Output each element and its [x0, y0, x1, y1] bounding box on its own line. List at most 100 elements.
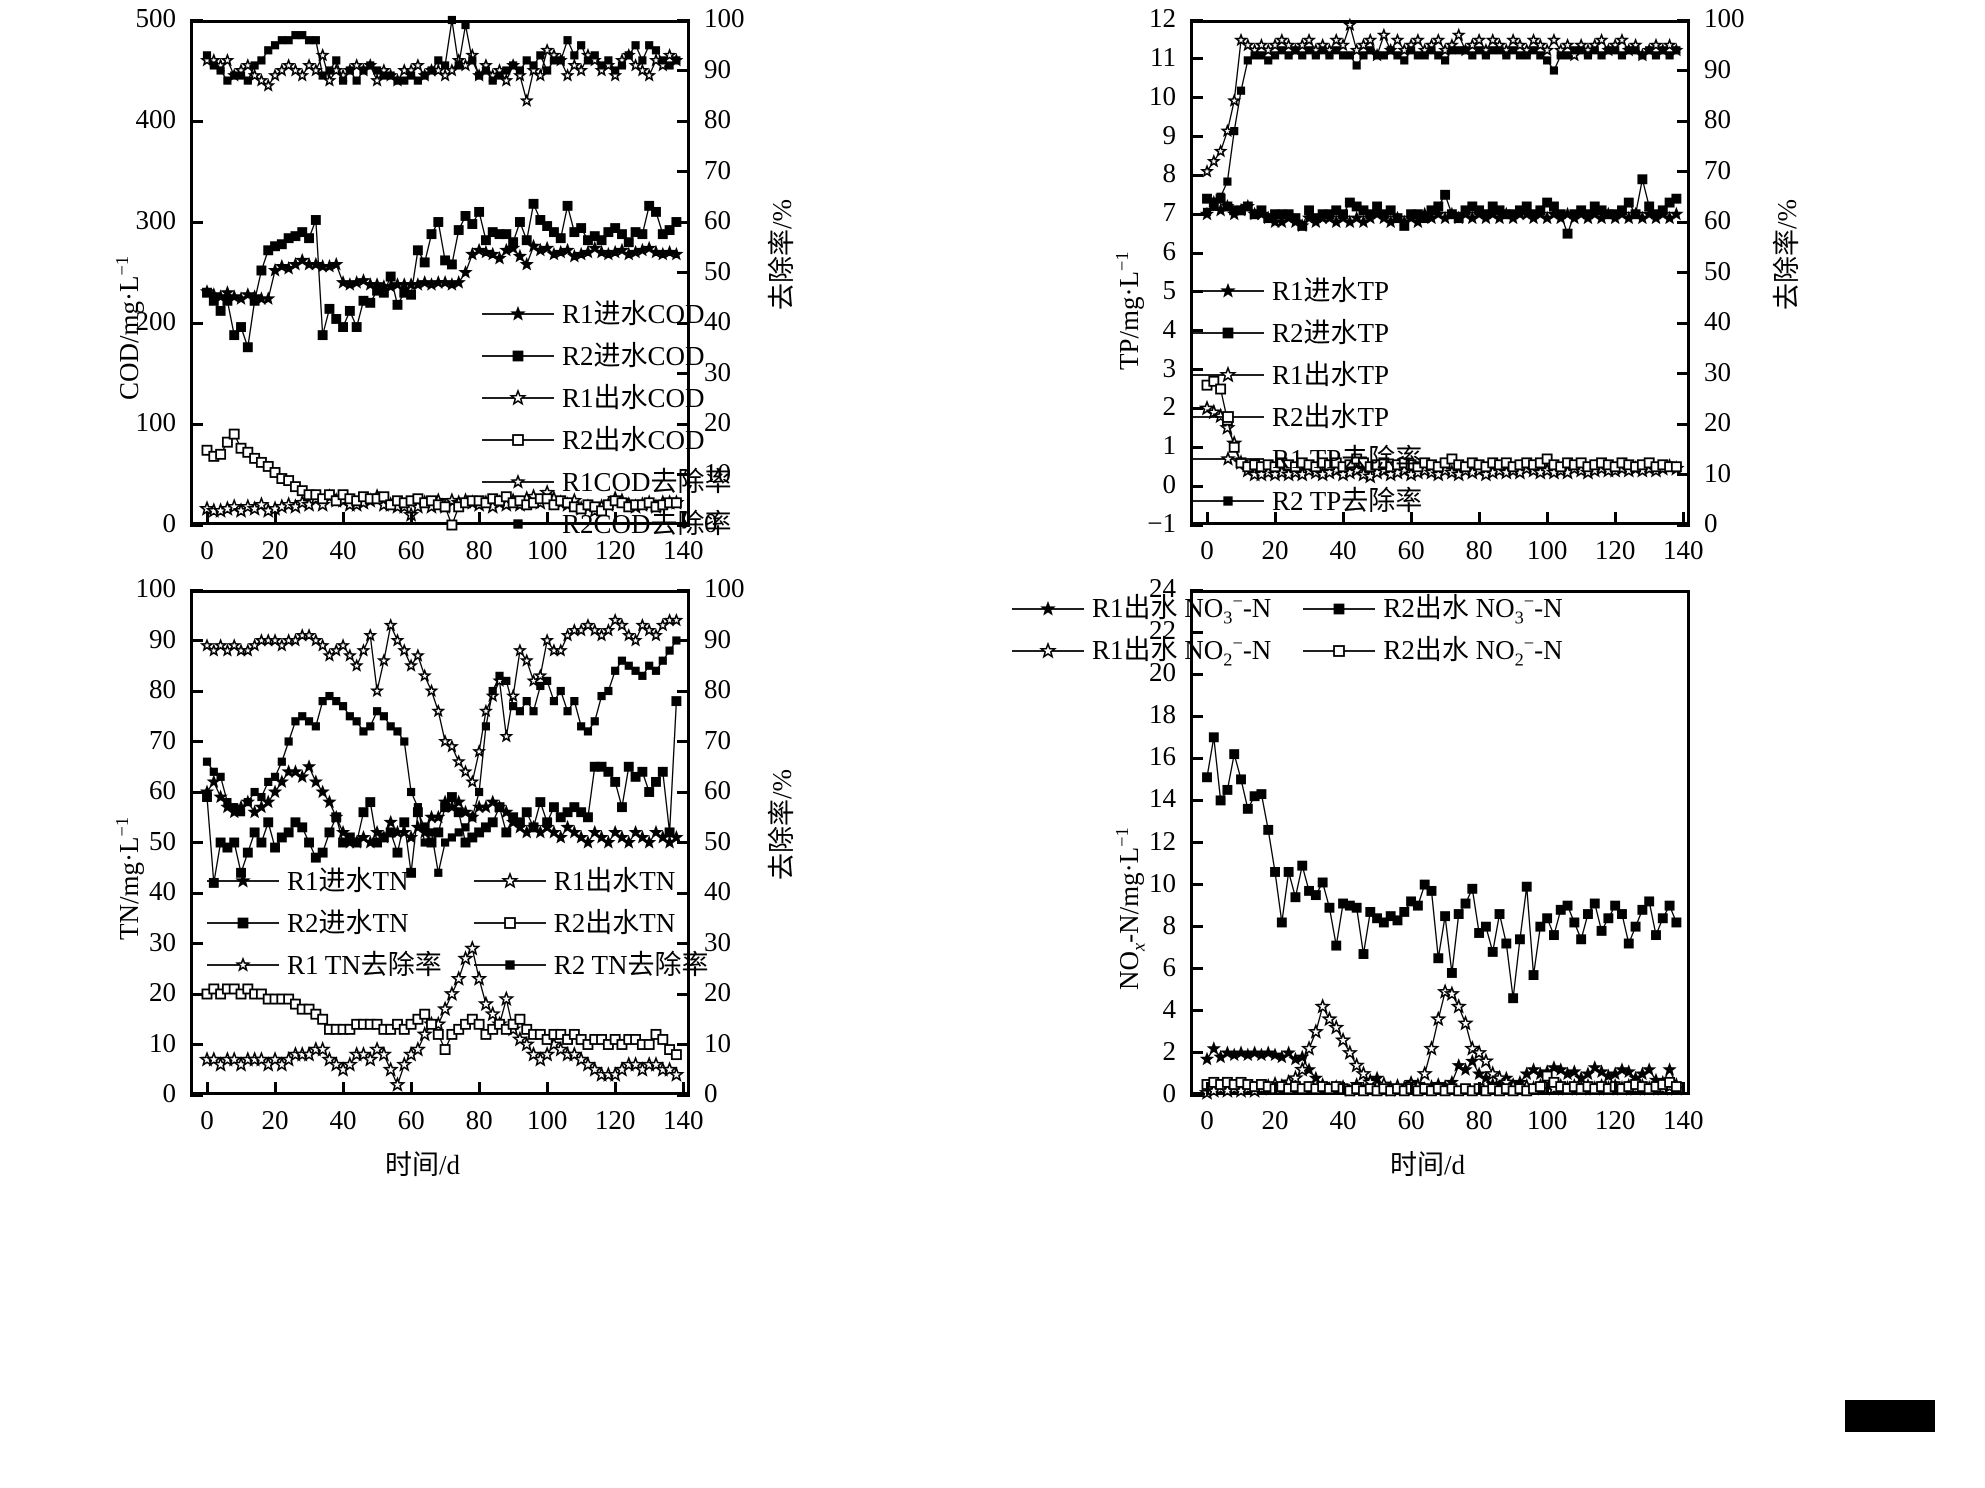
- legend-item[interactable]: R2COD去除率: [480, 503, 732, 545]
- y-tick: [1190, 18, 1203, 22]
- legend-item[interactable]: R2出水 NO2−-N: [1301, 630, 1563, 672]
- legend-item[interactable]: R1COD去除率: [480, 461, 732, 503]
- legend-marker-icon: [1010, 596, 1086, 622]
- legend-item[interactable]: R1进水COD: [480, 293, 732, 335]
- x-tick-label: 0: [200, 535, 214, 565]
- y-tick: [1190, 212, 1203, 216]
- legend-label: R1出水TP: [1272, 359, 1390, 390]
- legend-item[interactable]: R1 TN去除率: [205, 944, 442, 986]
- series-R2出水TN: [201, 983, 682, 1061]
- y2-tick-label: 90: [704, 53, 731, 84]
- legend-item[interactable]: R1出水COD: [480, 377, 732, 419]
- legend-item[interactable]: R2进水TP: [1190, 312, 1422, 354]
- y-tick: [190, 891, 203, 895]
- x-tick: [1613, 1082, 1617, 1095]
- x-tick: [1409, 512, 1413, 525]
- y2-tick: [677, 170, 690, 173]
- y-tick: [1190, 672, 1203, 676]
- y-tick-label: 20: [1149, 657, 1176, 688]
- y-tick: [190, 321, 203, 325]
- legend-label: R2 TP去除率: [1272, 485, 1423, 516]
- legend-item[interactable]: R2进水COD: [480, 335, 732, 377]
- series-R2出水TP: [1201, 375, 1682, 473]
- legend-item[interactable]: R1出水 NO3−-N: [1010, 588, 1271, 630]
- y-tick-label: 50: [149, 825, 176, 856]
- legend-item[interactable]: R2 TN去除率: [472, 944, 709, 986]
- legend-item[interactable]: R2出水TN: [472, 902, 709, 944]
- x-tick: [477, 512, 481, 525]
- x-tick-label: 40: [329, 535, 357, 565]
- y2-tick: [677, 220, 690, 224]
- legend-marker-icon: [480, 469, 556, 495]
- legend-item[interactable]: R1出水TN: [472, 860, 709, 902]
- legend-label: R1出水 NO2−-N: [1092, 632, 1272, 670]
- y-tick-label: 300: [135, 205, 177, 235]
- legend-label: R2出水 NO2−-N: [1383, 632, 1563, 670]
- y2-tick: [677, 689, 690, 693]
- y-tick-label: 4: [1162, 993, 1177, 1024]
- x-tick: [341, 1082, 345, 1095]
- y2-tick-label: 20: [704, 407, 731, 437]
- legend-marker-icon: [1301, 596, 1377, 622]
- y2-tick-label: 10: [704, 1027, 731, 1058]
- legend-item[interactable]: R2进水TN: [205, 902, 442, 944]
- x-axis-label-nox: 时间/d: [1390, 1150, 1466, 1180]
- x-tick: [681, 1082, 685, 1095]
- x-tick-label: 140: [662, 1105, 704, 1135]
- y-tick-label: 100: [135, 407, 177, 437]
- series-R2COD去除率: [202, 15, 681, 85]
- y2-tick-label: 0: [704, 1078, 718, 1108]
- y2-tick: [677, 422, 690, 426]
- legend-item[interactable]: R1出水 NO2−-N: [1010, 630, 1271, 672]
- page-corner-marker: [1845, 1400, 1935, 1432]
- x-tick-label: 120: [1594, 535, 1636, 565]
- legend-label: R2进水COD: [562, 340, 705, 371]
- legend-label: R2进水TP: [1272, 317, 1390, 348]
- y-tick: [1190, 484, 1203, 488]
- legend-nox: R1出水 NO3−-N R2出水 NO3−-N R1出水 NO2−-N R2出水 NO…: [1010, 588, 1563, 672]
- series-R1COD去除率: [199, 42, 684, 107]
- x-tick-label: 60: [397, 1105, 425, 1135]
- series-layer-cod: [198, 15, 685, 531]
- y2-tick: [677, 942, 690, 945]
- series-R2出水 NO₃⁻-N: [1202, 732, 1682, 1004]
- legend-item[interactable]: R1进水TN: [205, 860, 442, 902]
- y-tick-label: 30: [149, 926, 176, 957]
- y-tick-label: 1: [1162, 430, 1177, 461]
- y-tick: [190, 18, 203, 22]
- panel-nox: NOx-N/mg·L−1 时间/d 0 20 40 60 80 100 120 140 0 2 4 6…: [990, 570, 1985, 1488]
- y2-tick: [677, 639, 690, 642]
- y-tick-label: 12: [1149, 825, 1176, 856]
- legend-marker-icon: [480, 385, 556, 411]
- legend-item[interactable]: R1进水TP: [1190, 270, 1422, 312]
- y2-tick: [1677, 321, 1690, 325]
- legend-item[interactable]: R2 TP去除率: [1190, 480, 1422, 522]
- y-tick: [190, 740, 203, 743]
- legend-marker-icon: [205, 910, 281, 936]
- legend-item[interactable]: R1 TP去除率: [1190, 438, 1422, 480]
- y2-tick: [1677, 220, 1690, 224]
- y2-tick-label: 30: [704, 356, 731, 387]
- x-tick: [1273, 1082, 1277, 1095]
- y2-tick: [1677, 18, 1690, 22]
- x-tick-label: 140: [1662, 535, 1704, 565]
- y2-tick: [677, 1043, 690, 1046]
- y-tick-label: 0: [162, 508, 177, 538]
- y-tick-label: 4: [1162, 313, 1177, 344]
- y-tick: [190, 841, 203, 844]
- x-tick-label: 120: [594, 535, 636, 565]
- legend-item[interactable]: R2出水 NO3−-N: [1301, 588, 1563, 630]
- y2-tick-label: 10: [704, 457, 731, 488]
- x-tick: [1205, 512, 1209, 525]
- y-tick-label: 3: [1162, 352, 1177, 383]
- y2-tick-label: 40: [704, 876, 731, 906]
- y2-tick: [677, 69, 690, 72]
- legend-item[interactable]: R2出水COD: [480, 419, 732, 461]
- x-tick: [273, 512, 277, 525]
- legend-item[interactable]: R2出水TP: [1190, 396, 1422, 438]
- y-tick: [1190, 57, 1203, 61]
- y2-tick-label: 30: [1704, 356, 1731, 387]
- y-tick: [1190, 251, 1203, 255]
- legend-item[interactable]: R1出水TP: [1190, 354, 1422, 396]
